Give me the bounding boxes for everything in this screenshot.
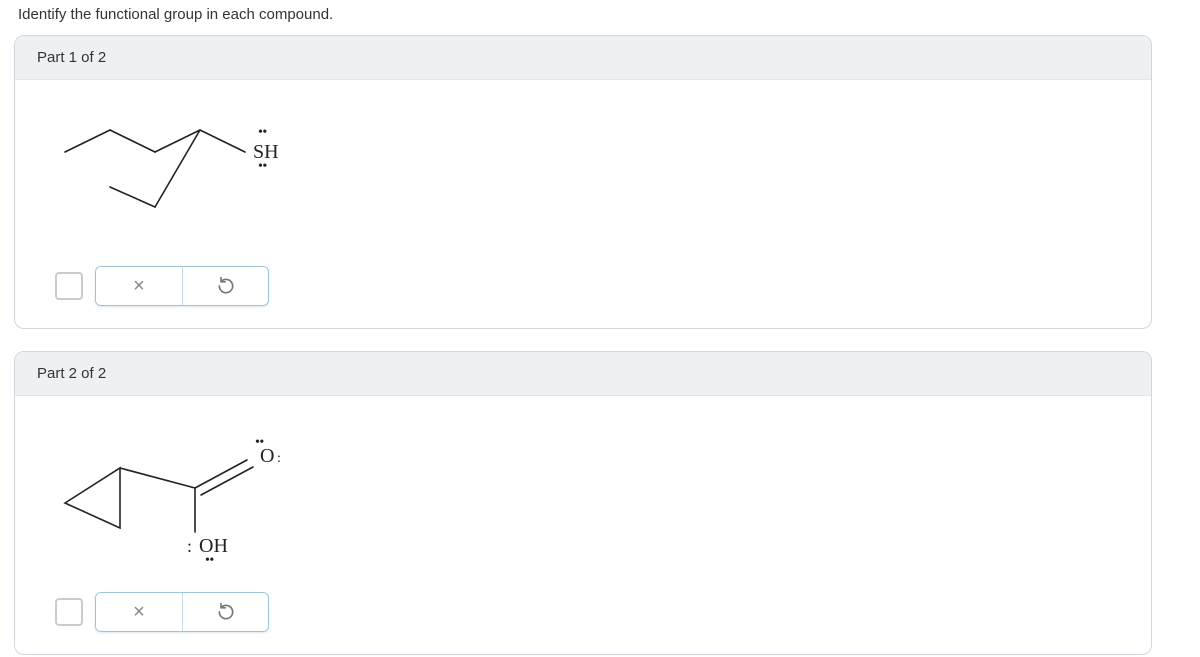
molecule-area-1: SH • • • • bbox=[55, 112, 1111, 242]
close-icon: × bbox=[133, 275, 145, 298]
clear-button-2[interactable]: × bbox=[96, 593, 182, 631]
part-header-2: Part 2 of 2 bbox=[15, 352, 1151, 396]
oh-colon: : bbox=[187, 536, 192, 556]
tool-group-2: × bbox=[95, 592, 269, 632]
answer-checkbox-1[interactable] bbox=[55, 272, 83, 300]
sh-label: SH bbox=[253, 141, 279, 163]
close-icon: × bbox=[133, 601, 145, 624]
molecule-area-2: O • • : : OH • • bbox=[55, 428, 1111, 568]
reset-icon bbox=[216, 276, 236, 296]
oh-label: OH bbox=[199, 535, 228, 557]
part-panel-1: Part 1 of 2 SH • • • • bbox=[14, 35, 1152, 329]
part-body-1: SH • • • • × bbox=[15, 80, 1151, 328]
tool-group-1: × bbox=[95, 266, 269, 306]
part-header-1: Part 1 of 2 bbox=[15, 36, 1151, 80]
controls-row-1: × bbox=[55, 266, 1111, 306]
page-container: Identify the functional group in each co… bbox=[14, 6, 1200, 657]
lone-pair-dots: : bbox=[277, 451, 281, 466]
controls-row-2: × bbox=[55, 592, 1111, 632]
molecule-svg-1: SH • • • • bbox=[55, 112, 355, 242]
molecule-svg-2: O • • : : OH • • bbox=[55, 428, 375, 568]
part-body-2: O • • : : OH • • × bbox=[15, 396, 1151, 654]
answer-checkbox-2[interactable] bbox=[55, 598, 83, 626]
clear-button-1[interactable]: × bbox=[96, 267, 182, 305]
part-panel-2: Part 2 of 2 O • • : : OH • • bbox=[14, 351, 1152, 655]
instruction-text: Identify the functional group in each co… bbox=[14, 6, 1200, 35]
lone-pair-dots: • • bbox=[258, 125, 267, 140]
reset-button-1[interactable] bbox=[182, 267, 268, 305]
reset-icon bbox=[216, 602, 236, 622]
reset-button-2[interactable] bbox=[182, 593, 268, 631]
